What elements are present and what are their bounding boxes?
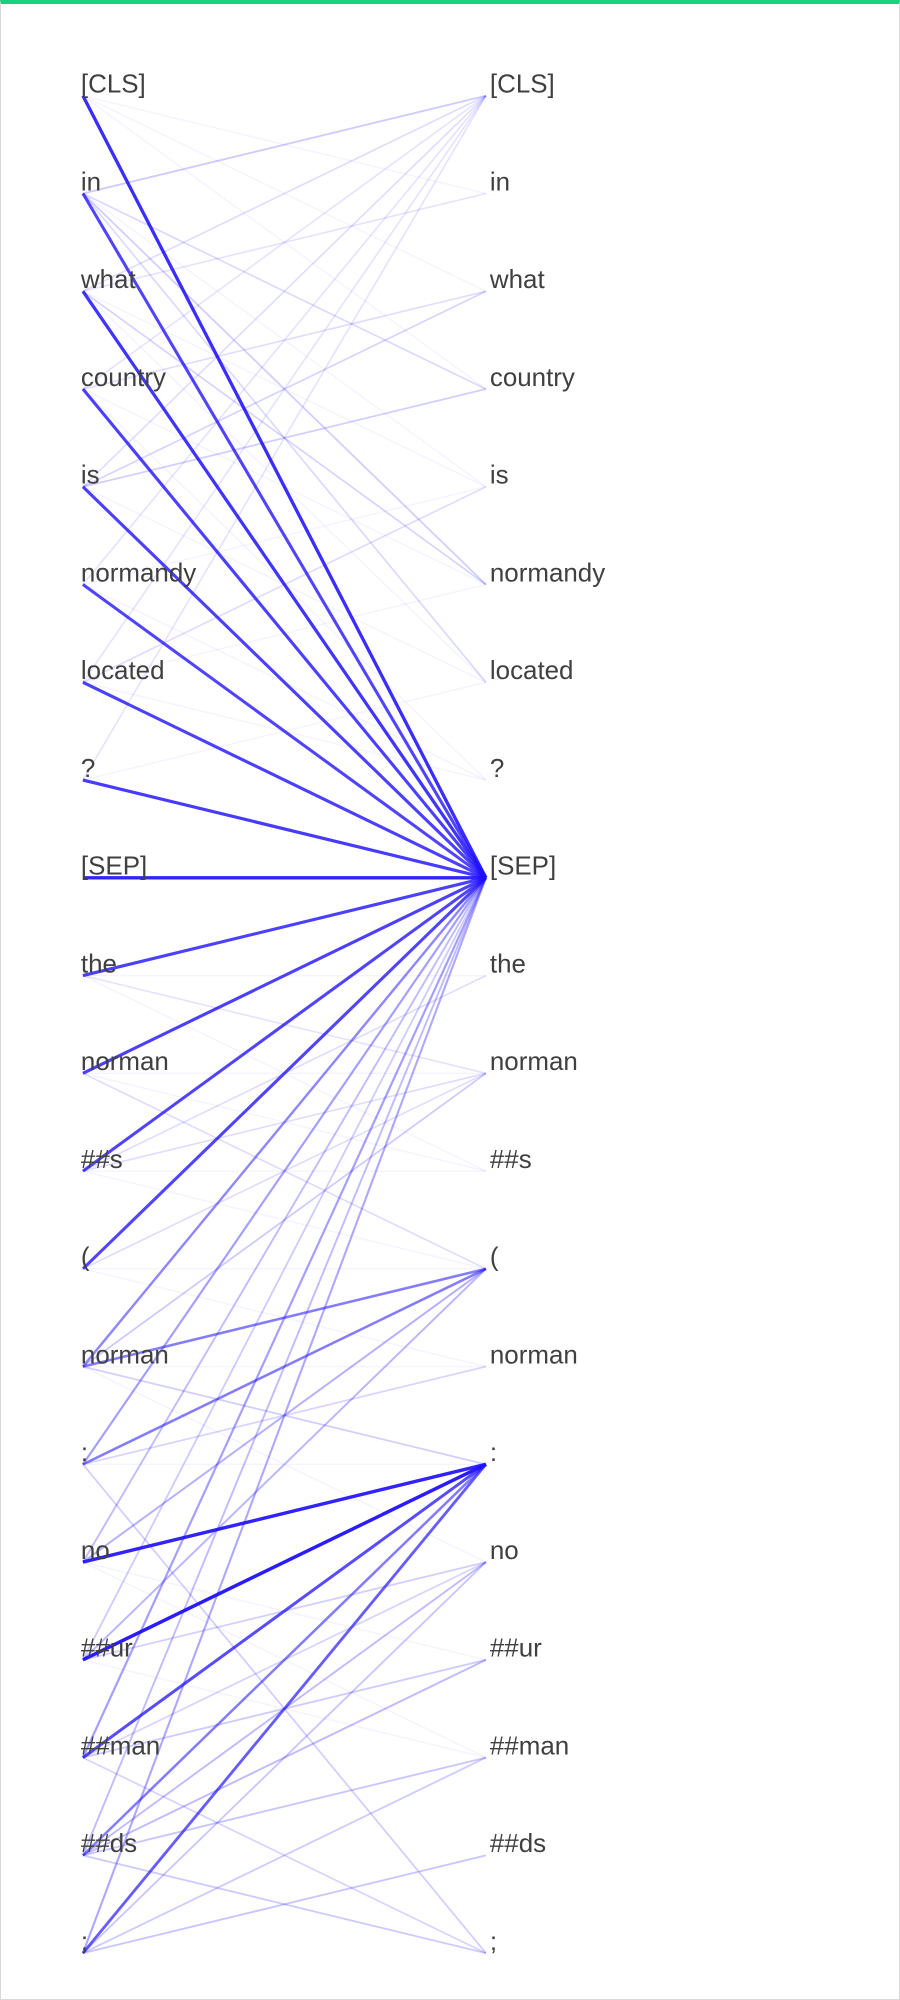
right-token: ##man <box>490 1732 569 1760</box>
left-token: ; <box>81 1928 88 1956</box>
right-token: no <box>490 1537 519 1565</box>
attention-svg: [CLS] [CLS] in in what what country country is is… <box>1 4 899 1999</box>
right-token: country <box>490 364 575 392</box>
right-token: ( <box>490 1244 499 1272</box>
left-token: country <box>81 364 166 392</box>
right-token: what <box>489 266 546 294</box>
left-token: ##man <box>81 1732 160 1760</box>
attention-edge <box>83 878 486 1562</box>
right-token: [SEP] <box>490 853 556 881</box>
right-token: ; <box>490 1928 497 1956</box>
attention-edge <box>83 194 486 878</box>
attention-edge <box>83 1464 486 1562</box>
attention-edge <box>83 1758 486 1856</box>
left-token: ? <box>81 755 95 783</box>
left-token: no <box>81 1537 110 1565</box>
left-token: located <box>81 657 165 685</box>
right-token: ##ur <box>490 1635 542 1663</box>
right-token: : <box>490 1439 497 1467</box>
attention-edge <box>83 389 486 878</box>
right-token: located <box>490 657 574 685</box>
attention-edge <box>83 96 486 487</box>
attention-edge <box>83 1464 486 1660</box>
attention-edge <box>83 682 486 878</box>
attention-edge <box>83 96 486 878</box>
attention-edge <box>83 1464 486 1855</box>
left-token: normandy <box>81 559 196 587</box>
right-token: ##ds <box>490 1830 546 1858</box>
right-token: norman <box>490 1048 578 1076</box>
attention-edge <box>83 585 486 878</box>
right-token: in <box>490 168 510 196</box>
left-token: norman <box>81 1341 169 1369</box>
left-token: ##ur <box>81 1635 133 1663</box>
right-token: is <box>490 462 509 490</box>
attention-edge <box>83 96 486 585</box>
left-token: ##ds <box>81 1830 137 1858</box>
left-token: in <box>81 168 101 196</box>
attention-edge <box>83 878 486 1758</box>
attention-edge <box>83 878 486 1367</box>
left-token: ##s <box>81 1146 123 1174</box>
left-token: is <box>81 462 100 490</box>
left-token: ( <box>81 1244 90 1272</box>
right-token: ? <box>490 755 504 783</box>
left-token: norman <box>81 1048 169 1076</box>
right-token: normandy <box>490 559 605 587</box>
right-token: [CLS] <box>490 71 555 99</box>
left-token: [SEP] <box>81 853 147 881</box>
right-token: norman <box>490 1341 578 1369</box>
left-token: the <box>81 950 117 978</box>
attention-edge <box>83 878 486 1953</box>
left-token: what <box>80 266 137 294</box>
right-token: ##s <box>490 1146 532 1174</box>
attention-visualization-panel: [CLS] [CLS] in in what what country country is is… <box>0 0 900 2000</box>
left-token: [CLS] <box>81 71 146 99</box>
attention-edge <box>83 1464 486 1757</box>
attention-edge <box>83 878 486 976</box>
right-token: the <box>490 950 526 978</box>
left-token: : <box>81 1439 88 1467</box>
